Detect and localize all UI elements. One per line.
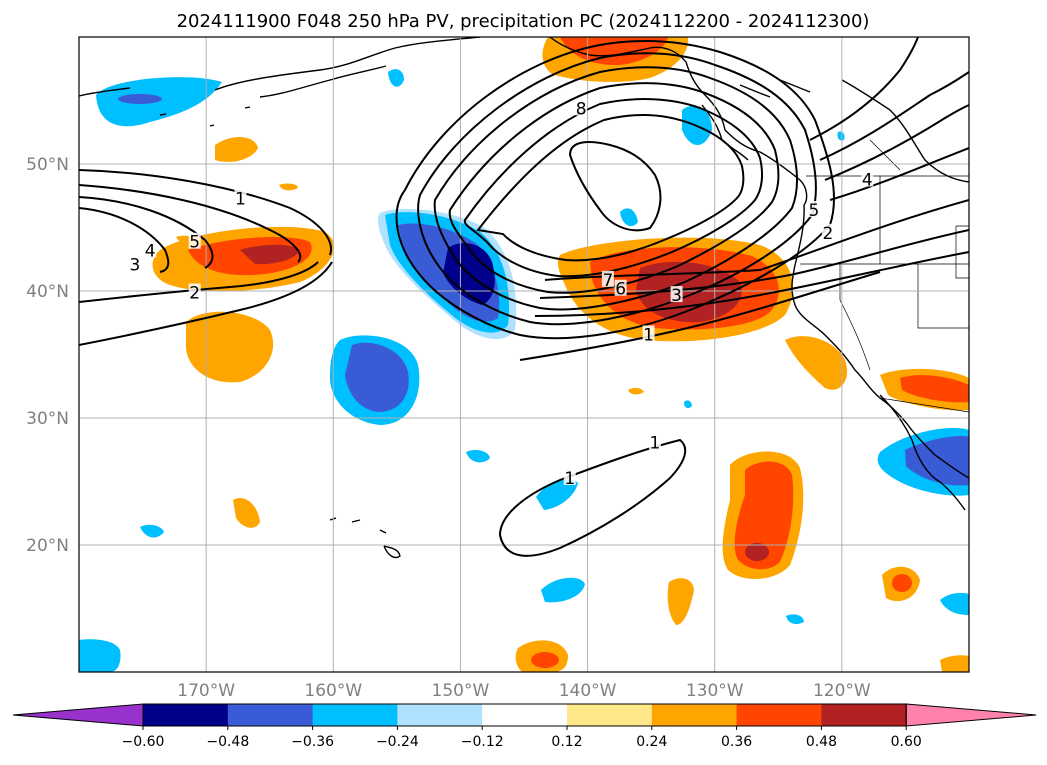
lon-tick-label: 170°W xyxy=(177,681,235,701)
lat-tick-label: 30°N xyxy=(26,409,69,429)
colorbar-tick-label: 0.48 xyxy=(806,734,837,750)
contour-label: 1 xyxy=(235,190,246,210)
contour-label-backdrop xyxy=(642,325,655,342)
pv-subtropical-contour xyxy=(498,438,687,557)
colorbar-segment-4 xyxy=(482,704,568,726)
lon-tick-label: 150°W xyxy=(432,681,490,701)
colorbar-tick-label: 0.12 xyxy=(551,734,582,750)
contour-label-backdrop xyxy=(670,286,683,303)
map-title: 2024111900 F048 250 hPa PV, precipitatio… xyxy=(177,11,870,32)
lat-tick-label: 40°N xyxy=(26,282,69,302)
longitude-tick-labels: 170°W 160°W 150°W 140°W 130°W 120°W xyxy=(177,681,871,701)
colorbar-tick-label: 0.60 xyxy=(891,734,922,750)
contour-label-backdrop xyxy=(648,433,661,450)
contour-label-backdrop xyxy=(821,223,834,240)
contour-label-backdrop xyxy=(144,241,157,258)
lon-tick-label: 120°W xyxy=(813,681,871,701)
contour-label: 4 xyxy=(862,171,873,191)
lon-tick-label: 140°W xyxy=(559,681,617,701)
contour-label: 5 xyxy=(808,201,819,221)
negative-anomaly-west-pacific-north xyxy=(96,77,222,127)
contour-label: 5 xyxy=(189,233,200,253)
contour-label: 7 xyxy=(603,271,614,291)
colorbar-segment-0 xyxy=(143,704,229,726)
colorbar-tick-label: −0.24 xyxy=(376,734,419,750)
colorbar-segment-6 xyxy=(651,704,738,726)
colorbar-tick-label: −0.36 xyxy=(291,734,334,750)
precipitation-anomaly-fill xyxy=(79,37,969,672)
colorbar-segment-5 xyxy=(567,704,653,726)
positive-anomaly-west-jet-entrance xyxy=(152,226,335,292)
contour-label-backdrop xyxy=(563,468,576,485)
colorbar-frame xyxy=(142,703,907,727)
contour-label: 3 xyxy=(130,256,141,276)
colorbar-tick-label: 0.24 xyxy=(636,734,667,750)
colorbar-segment-8 xyxy=(821,704,907,726)
positive-anomaly-other xyxy=(176,137,969,672)
negative-anomaly-california-coast xyxy=(877,428,969,496)
contour-label: 1 xyxy=(643,325,654,345)
positive-anomaly-subtropics xyxy=(722,451,804,580)
contour-label-backdrop xyxy=(601,270,614,287)
colorbar-tick-label: 0.36 xyxy=(721,734,752,750)
contour-label-backdrop xyxy=(188,283,201,300)
colorbar-segment-1 xyxy=(227,704,314,726)
colorbar-segment-2 xyxy=(312,704,398,726)
lon-tick-label: 130°W xyxy=(686,681,744,701)
contour-label-backdrop xyxy=(234,189,247,206)
colorbar-extend-max xyxy=(905,703,1037,727)
contour-label: 1 xyxy=(650,433,661,453)
pv-contours xyxy=(79,37,969,557)
contour-label-backdrop xyxy=(614,279,627,296)
lon-tick-label: 160°W xyxy=(304,681,362,701)
contour-label: 6 xyxy=(615,280,626,300)
map-frame xyxy=(78,36,970,673)
contour-label: 3 xyxy=(671,286,682,306)
lat-tick-label: 20°N xyxy=(26,536,69,556)
colorbar-tick-label: −0.60 xyxy=(122,734,165,750)
colorbar-segment-3 xyxy=(397,704,483,726)
lat-tick-label: 50°N xyxy=(26,155,69,175)
contour-label-backdrop xyxy=(188,232,201,249)
contour-label: 8 xyxy=(576,99,587,119)
colorbar: −0.60 −0.48 −0.36 −0.24 −0.12 0.12 0.24 0.36 0.4… xyxy=(12,703,1037,750)
contour-label-backdrop xyxy=(575,99,588,116)
contour-label-backdrop xyxy=(807,200,820,217)
colorbar-segment-7 xyxy=(736,704,822,726)
contour-label: 2 xyxy=(822,224,833,244)
contour-label: 2 xyxy=(189,284,200,304)
contour-label-backdrop xyxy=(861,170,874,187)
colorbar-extend-min xyxy=(12,703,144,727)
pv-contours-west xyxy=(79,169,333,346)
colorbar-tick-label: −0.12 xyxy=(461,734,504,750)
negative-anomaly-east-of-dateline xyxy=(330,335,420,425)
contour-label: 1 xyxy=(564,469,575,489)
contour-label-backdrop xyxy=(128,255,141,272)
colorbar-tick-label: −0.48 xyxy=(206,734,249,750)
latitude-tick-labels: 20°N 30°N 40°N 50°N xyxy=(26,155,69,556)
contour-label: 4 xyxy=(145,242,156,262)
